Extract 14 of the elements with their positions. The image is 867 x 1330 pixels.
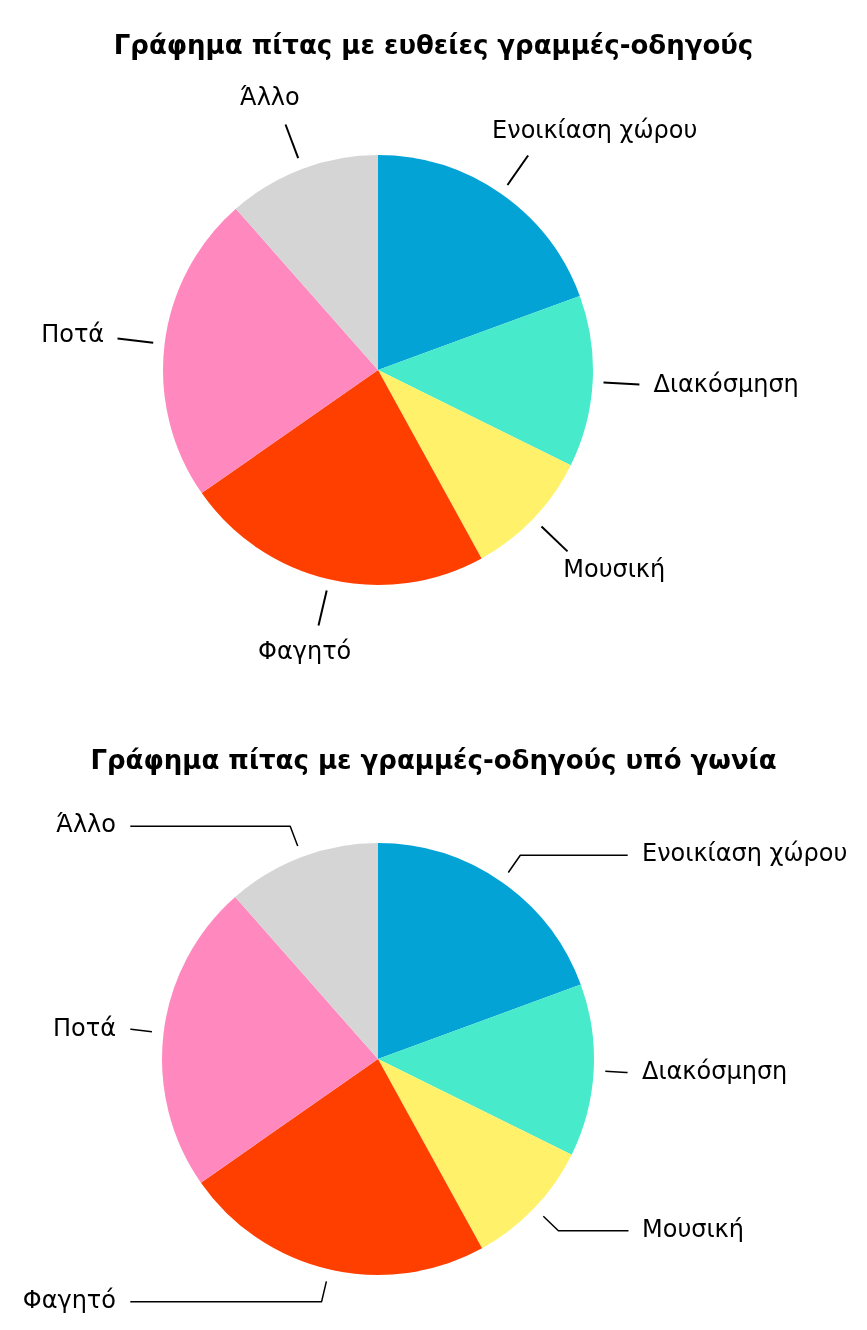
slice-label: Μουσική: [642, 1215, 744, 1244]
chart-title: Γράφημα πίτας με ευθείες γραμμές-οδηγούς: [112, 29, 755, 61]
slice-label: Μουσική: [563, 555, 666, 584]
slice-label: Άλλο: [56, 810, 116, 839]
slice-label: Ενοικίαση χώρου: [642, 839, 848, 868]
slice-label: Φαγητό: [22, 1285, 116, 1314]
slice-label: Άλλο: [240, 82, 300, 111]
slice-label: Διακόσμηση: [653, 369, 799, 398]
slice-label: Ενοικίαση χώρου: [492, 116, 698, 145]
slice-label: Ποτά: [53, 1013, 116, 1042]
slice-label: Φαγητό: [258, 637, 352, 666]
chart-title: Γράφημα πίτας με γραμμές-οδηγούς υπό γωνία: [89, 744, 778, 776]
slice-label: Ποτά: [41, 319, 105, 348]
slice-label: Διακόσμηση: [642, 1056, 788, 1085]
